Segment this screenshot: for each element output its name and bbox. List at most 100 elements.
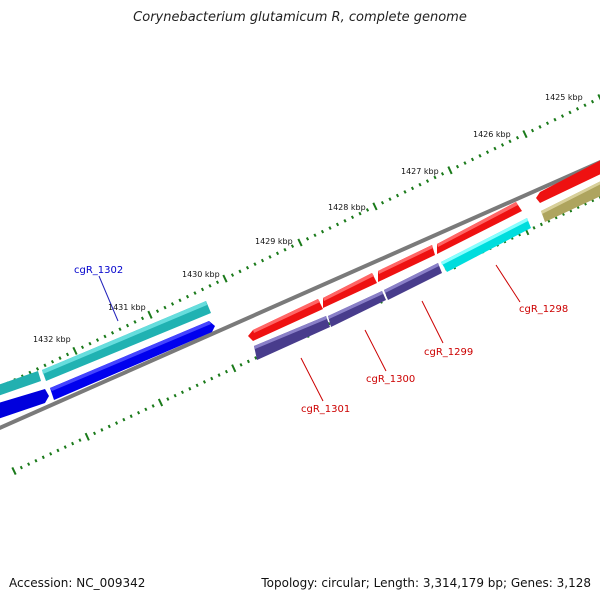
gene-cgR_1302-feature[interactable] — [0, 301, 215, 420]
tick-mark — [56, 448, 60, 453]
tick-mark — [185, 294, 190, 299]
tick-mark — [380, 200, 385, 205]
tick-mark — [254, 356, 258, 360]
label-cgR_1302: cgR_1302 — [74, 265, 123, 276]
tick-mark — [440, 172, 445, 176]
tick-mark — [200, 287, 205, 292]
tick-mark — [583, 103, 587, 108]
tick-mark — [122, 417, 126, 422]
tick-mark — [246, 359, 250, 364]
tick-mark — [245, 265, 250, 270]
tick-mark — [58, 356, 62, 360]
tick-mark — [238, 269, 242, 274]
tick-mark — [136, 410, 141, 415]
cgR_1300-leader — [364, 329, 387, 372]
tick-mark — [365, 208, 370, 212]
tick-mark — [470, 157, 475, 162]
tick-mark — [222, 274, 228, 283]
cgR_1301-arrow — [248, 299, 323, 341]
tick-mark — [343, 219, 347, 223]
tick-label: 1429 kbp — [255, 237, 293, 246]
tick-mark — [155, 309, 160, 313]
forward-strand-features[interactable] — [248, 158, 600, 341]
tick-label: 1432 kbp — [33, 335, 71, 344]
tick-mark — [560, 114, 565, 118]
tick-mark — [320, 229, 325, 234]
tick-label: 1426 kbp — [473, 130, 511, 139]
tick-mark — [202, 380, 207, 384]
tick-mark — [463, 161, 467, 165]
tick-mark — [493, 146, 497, 151]
tick-mark — [538, 125, 542, 129]
tick-mark — [107, 424, 111, 429]
tick-mark — [478, 153, 482, 158]
label-cgR_1298: cgR_1298 — [519, 304, 568, 315]
tick-mark — [350, 215, 355, 220]
tick-mark — [210, 376, 214, 381]
cgR_1302-leader — [98, 275, 119, 322]
tick-mark — [71, 441, 75, 446]
tick-mark — [133, 320, 137, 324]
tick-mark — [508, 139, 512, 144]
tick-mark — [403, 190, 407, 194]
tick-label: 1428 kbp — [328, 203, 366, 212]
tick-mark — [35, 367, 40, 371]
tick-mark — [28, 370, 32, 375]
tick-mark — [500, 143, 505, 147]
genome-info: Topology: circular; Length: 3,314,179 bp… — [261, 576, 591, 590]
tick-mark — [217, 373, 221, 377]
tick-mark — [19, 465, 23, 470]
tick-mark — [41, 455, 45, 460]
tick-label: 1427 kbp — [401, 167, 439, 176]
tick-mark — [230, 273, 235, 277]
cgR_1298-leader — [495, 264, 521, 303]
cgR_1298-arrow — [437, 202, 522, 254]
tick-mark — [65, 352, 70, 357]
tick-mark — [283, 247, 287, 252]
tick-mark — [425, 179, 430, 183]
tick-mark — [147, 310, 153, 319]
accession-label: Accession: NC_009342 — [9, 576, 146, 590]
tick-mark — [78, 438, 82, 442]
tick-mark — [170, 302, 175, 306]
tick-mark — [268, 255, 272, 259]
tick-mark — [433, 175, 437, 180]
tick-mark — [100, 428, 104, 432]
tick-mark — [305, 237, 310, 241]
tick-mark — [92, 431, 97, 436]
tick-mark — [118, 327, 122, 332]
tick-mark — [50, 359, 55, 364]
tick-mark — [553, 117, 557, 122]
cgR_1299-leader — [421, 300, 444, 344]
tick-mark — [327, 321, 331, 326]
tick-label: 1425 kbp — [545, 93, 583, 102]
tick-mark — [224, 369, 229, 374]
tick-mark — [335, 222, 340, 227]
tick-labels: 1425 kbp 1426 kbp 1427 kbp 1428 kbp 1429 kbp… — [33, 93, 583, 344]
tick-mark — [358, 211, 362, 216]
tick-mark — [575, 107, 580, 111]
tick-mark — [297, 238, 303, 247]
label-cgR_1301: cgR_1301 — [301, 404, 350, 415]
tick-label: 1430 kbp — [182, 270, 220, 279]
tick-mark — [80, 345, 85, 350]
map-title: Corynebacterium glutamicum R, complete g… — [133, 10, 467, 25]
tick-mark — [539, 222, 543, 227]
tick-mark — [157, 398, 164, 407]
tick-mark — [144, 407, 148, 412]
tick-mark — [88, 341, 92, 346]
tick-mark — [110, 331, 115, 335]
tick-mark — [418, 182, 422, 187]
tick-mark — [180, 390, 185, 395]
tick-mark — [114, 421, 119, 425]
label-cgR_1299: cgR_1299 — [424, 347, 473, 358]
tick-mark — [530, 128, 535, 133]
tick-mark — [129, 414, 133, 418]
tick-mark — [63, 445, 67, 449]
tick-mark — [372, 202, 378, 211]
reverse-strand-features[interactable] — [254, 179, 600, 360]
tick-mark — [522, 130, 528, 139]
tick-mark — [163, 305, 167, 310]
tick-mark — [231, 364, 237, 373]
